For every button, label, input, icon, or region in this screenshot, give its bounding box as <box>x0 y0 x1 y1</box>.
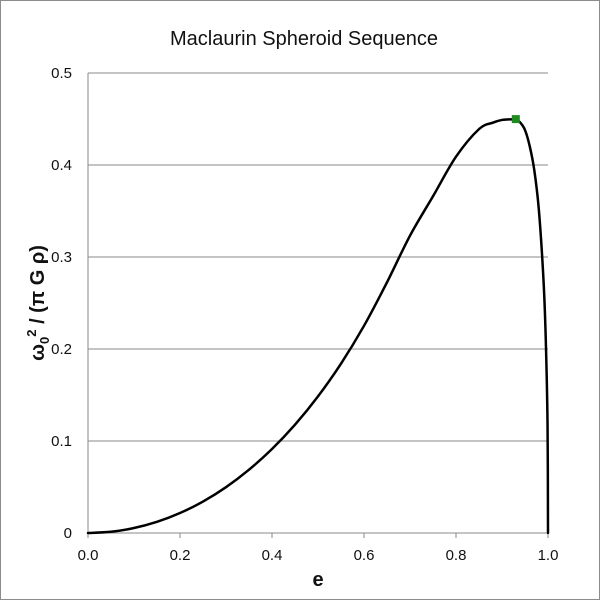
series-line <box>86 117 550 535</box>
axes <box>87 73 549 538</box>
y-tick-label: 0.4 <box>51 157 72 174</box>
chart-title: Maclaurin Spheroid Sequence <box>170 28 438 50</box>
x-tick-label: 1.0 <box>538 547 559 564</box>
y-tick-label: 0.3 <box>51 249 72 266</box>
y-tick-label: 0.5 <box>51 65 72 82</box>
y-tick-label: 0 <box>64 525 72 542</box>
y-tick-label: 0.1 <box>51 433 72 450</box>
x-axis-label: e <box>312 569 323 591</box>
max-point-marker <box>511 115 520 124</box>
x-tick-label: 0.2 <box>170 547 191 564</box>
x-tick-labels: 0.0 0.2 0.4 0.6 0.8 1.0 <box>78 547 559 564</box>
y-axis-label-subscript: 0 <box>37 337 52 344</box>
y-axis-label-rest: / (π G ρ) <box>27 245 49 329</box>
series-layer <box>86 117 550 535</box>
x-tick-label: 0.4 <box>262 547 283 564</box>
y-axis-label-superscript: 2 <box>24 329 39 336</box>
gridlines <box>88 72 548 442</box>
x-tick-label: 0.8 <box>446 547 467 564</box>
marker-layer <box>511 115 520 124</box>
x-tick-label: 0.6 <box>354 547 375 564</box>
y-axis-label-omega: ω <box>27 344 49 361</box>
y-axis-label: ω02 / (π G ρ) <box>24 245 52 361</box>
x-tick-label: 0.0 <box>78 547 99 564</box>
y-tick-label: 0.2 <box>51 341 72 358</box>
y-tick-labels: 0 0.1 0.2 0.3 0.4 0.5 <box>51 65 72 542</box>
